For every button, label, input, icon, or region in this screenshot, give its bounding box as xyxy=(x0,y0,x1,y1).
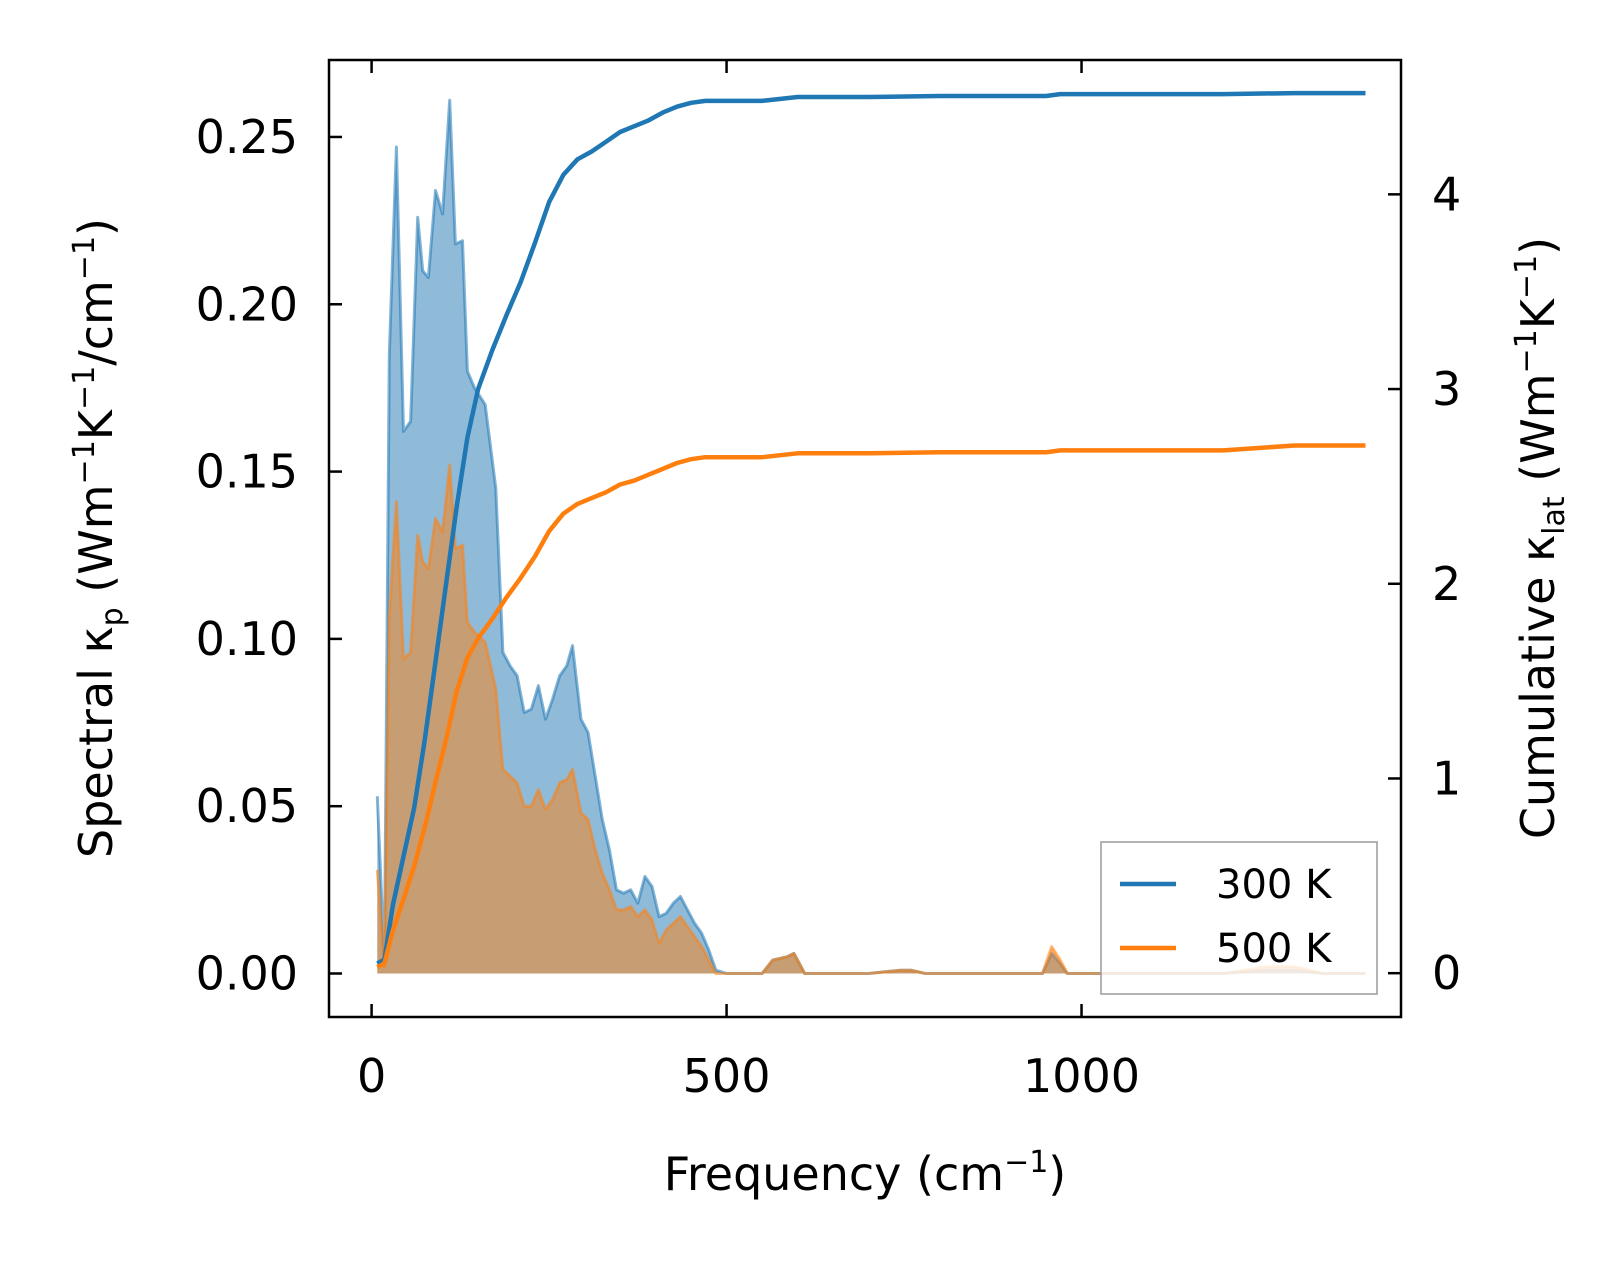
y-right-tick-label: 4 xyxy=(1432,167,1461,221)
axis-ticks: 0 500 1000 0.00 0.05 0.10 0.15 0.20 0.25 0 1 2 3 4 xyxy=(196,60,1461,1103)
x-tick-label: 500 xyxy=(683,1049,771,1103)
y-right-tick-label: 1 xyxy=(1432,751,1461,805)
y-left-tick-label: 0.25 xyxy=(196,110,298,164)
x-tick-label: 1000 xyxy=(1023,1049,1140,1103)
y-left-tick-label: 0.05 xyxy=(196,779,298,833)
legend-box xyxy=(1100,841,1378,995)
y-right-tick-label: 0 xyxy=(1432,946,1461,1000)
cumulative-line-300k xyxy=(376,90,1366,966)
y-left-tick-label: 0.20 xyxy=(196,277,298,331)
plot-frame xyxy=(327,58,1403,1019)
legend: 300 K 500 K xyxy=(1100,841,1378,995)
cumulative-lines xyxy=(376,90,1366,970)
spectral-edge-500k xyxy=(375,463,1366,975)
y-left-tick-label: 0.00 xyxy=(196,947,298,1001)
spectral-fills xyxy=(375,98,1366,975)
cumulative-line-500k xyxy=(376,443,1366,970)
y-left-tick-label: 0.10 xyxy=(196,612,298,666)
y-right-tick-label: 3 xyxy=(1432,362,1461,416)
y-left-tick-label: 0.15 xyxy=(196,445,298,499)
y-right-tick-label: 2 xyxy=(1432,557,1461,611)
x-tick-label: 0 xyxy=(357,1049,386,1103)
y-right-axis-title: Cumulative κlat (Wm−1K−1) xyxy=(1509,237,1572,839)
legend-label-500k: 500 K xyxy=(1216,926,1333,972)
legend-label-300k: 300 K xyxy=(1216,862,1333,908)
y-left-axis-title: Spectral κp (Wm−1K−1/cm−1) xyxy=(67,218,130,858)
spectral-area-500k xyxy=(377,464,1366,974)
x-axis-title: Frequency (cm−1) xyxy=(664,1145,1067,1201)
